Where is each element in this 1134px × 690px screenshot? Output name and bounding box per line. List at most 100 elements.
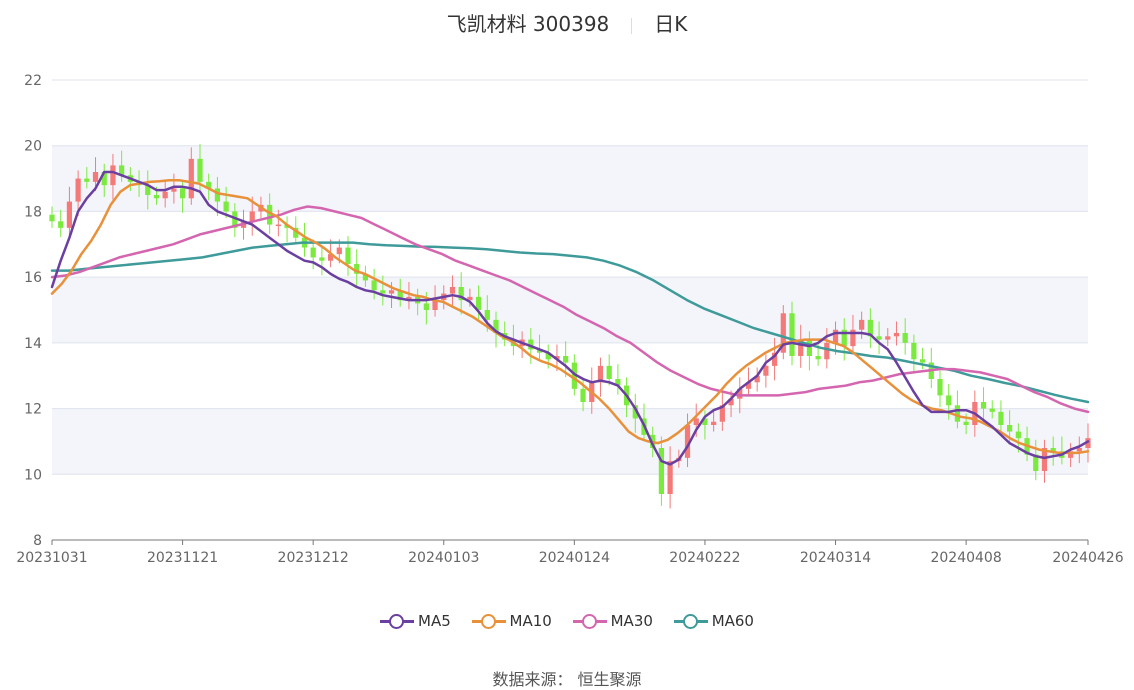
candle-body [371,280,377,291]
legend-item-ma30[interactable]: MA30 [572,612,653,630]
candle-body [632,405,638,419]
candle-body [946,395,952,406]
candle-body [806,339,813,356]
stock-name: 飞凯材料 300398 [446,12,610,36]
candle-body [893,333,900,337]
candle-body [980,402,987,409]
candle-body [249,211,255,222]
y-tick-label: 20 [24,139,42,155]
candle-body [380,290,386,294]
candle-body [658,448,665,494]
candle-body [319,257,325,261]
candle-body [1076,448,1082,452]
candle-body [206,181,212,189]
y-tick-label: 16 [24,270,42,286]
candle-body [693,418,699,425]
candle-body [989,408,995,412]
legend-item-ma5[interactable]: MA5 [380,612,451,630]
candle-body [49,214,55,222]
legend-marker-icon [380,613,414,629]
candle-body [458,287,464,301]
candle-body [1015,431,1021,439]
candle-body [554,356,560,360]
y-tick-label: 22 [24,73,42,89]
ma5-line [50,170,1090,466]
chart-title: 飞凯材料 300398 日K [0,8,1134,37]
y-tick-label: 12 [24,402,42,418]
candle-body [597,365,604,383]
y-tick-label: 18 [24,204,42,220]
candle-body [963,421,969,425]
legend-item-ma10[interactable]: MA10 [471,612,552,630]
candle-body [432,300,438,310]
candle-body [563,356,569,363]
legend-marker-icon [572,613,607,629]
candle-body [789,313,795,356]
candle-body [1050,448,1056,452]
title-divider [631,17,633,34]
candle-body [998,411,1004,425]
candle-body [197,158,203,182]
candle-body [937,379,943,396]
candle-body [885,336,891,340]
candle-body [728,398,734,406]
candle-body [545,352,551,360]
period-label: 日K [654,12,688,36]
candle-body [449,287,456,294]
x-tick-label: 20240103 [408,550,479,566]
legend-item-ma60[interactable]: MA60 [673,612,754,630]
ma10-line [50,178,1090,455]
candle-body [179,188,186,199]
x-tick-label: 20231031 [16,550,87,566]
x-tick-label: 20240408 [930,550,1001,566]
candle-body [763,365,769,376]
candle-body [232,211,238,228]
candle-body [745,382,752,389]
candle-body [771,352,778,366]
candle-body [214,188,221,202]
candle-body [467,296,473,301]
y-tick-label: 14 [24,336,42,352]
candle-body [536,349,543,353]
candle-body [667,461,673,494]
chart-legend: MA5 MA10 MA30 MA60 [0,612,1134,633]
candle-body [493,319,499,333]
candle-body [475,296,482,310]
candle-body [615,379,621,386]
x-tick-label: 20231212 [278,550,349,566]
candle-body [188,158,194,199]
candle-body [719,405,725,422]
candle-body [110,165,116,186]
candle-body [850,329,856,347]
candle-body [484,310,490,320]
legend-label: MA5 [418,612,451,630]
candle-body [737,388,743,399]
candle-body [293,227,299,238]
candle-body [423,303,429,310]
candle-body [84,178,90,182]
plot-band [52,408,1088,475]
candle-body [145,185,151,195]
plot-band [52,145,1088,212]
y-tick-label: 10 [24,467,42,483]
candle-body [1041,448,1048,471]
legend-label: MA30 [610,612,653,630]
candle-body [223,201,229,212]
candle-body [345,247,351,264]
candle-body [902,333,908,343]
candle-body [92,172,99,182]
candle-body [780,313,786,353]
candle-body [119,165,125,176]
x-tick-label: 20240314 [800,550,871,566]
candle-body [336,247,342,255]
candle-body [354,264,360,274]
candle-body [876,336,882,340]
legend-label: MA60 [711,612,754,630]
candle-body [815,356,821,360]
candle-body [397,290,403,301]
candle-body [1033,454,1039,471]
candle-body [406,296,412,301]
candle-body [824,342,830,360]
candle-body [684,425,691,458]
ma30-line [50,205,1090,414]
